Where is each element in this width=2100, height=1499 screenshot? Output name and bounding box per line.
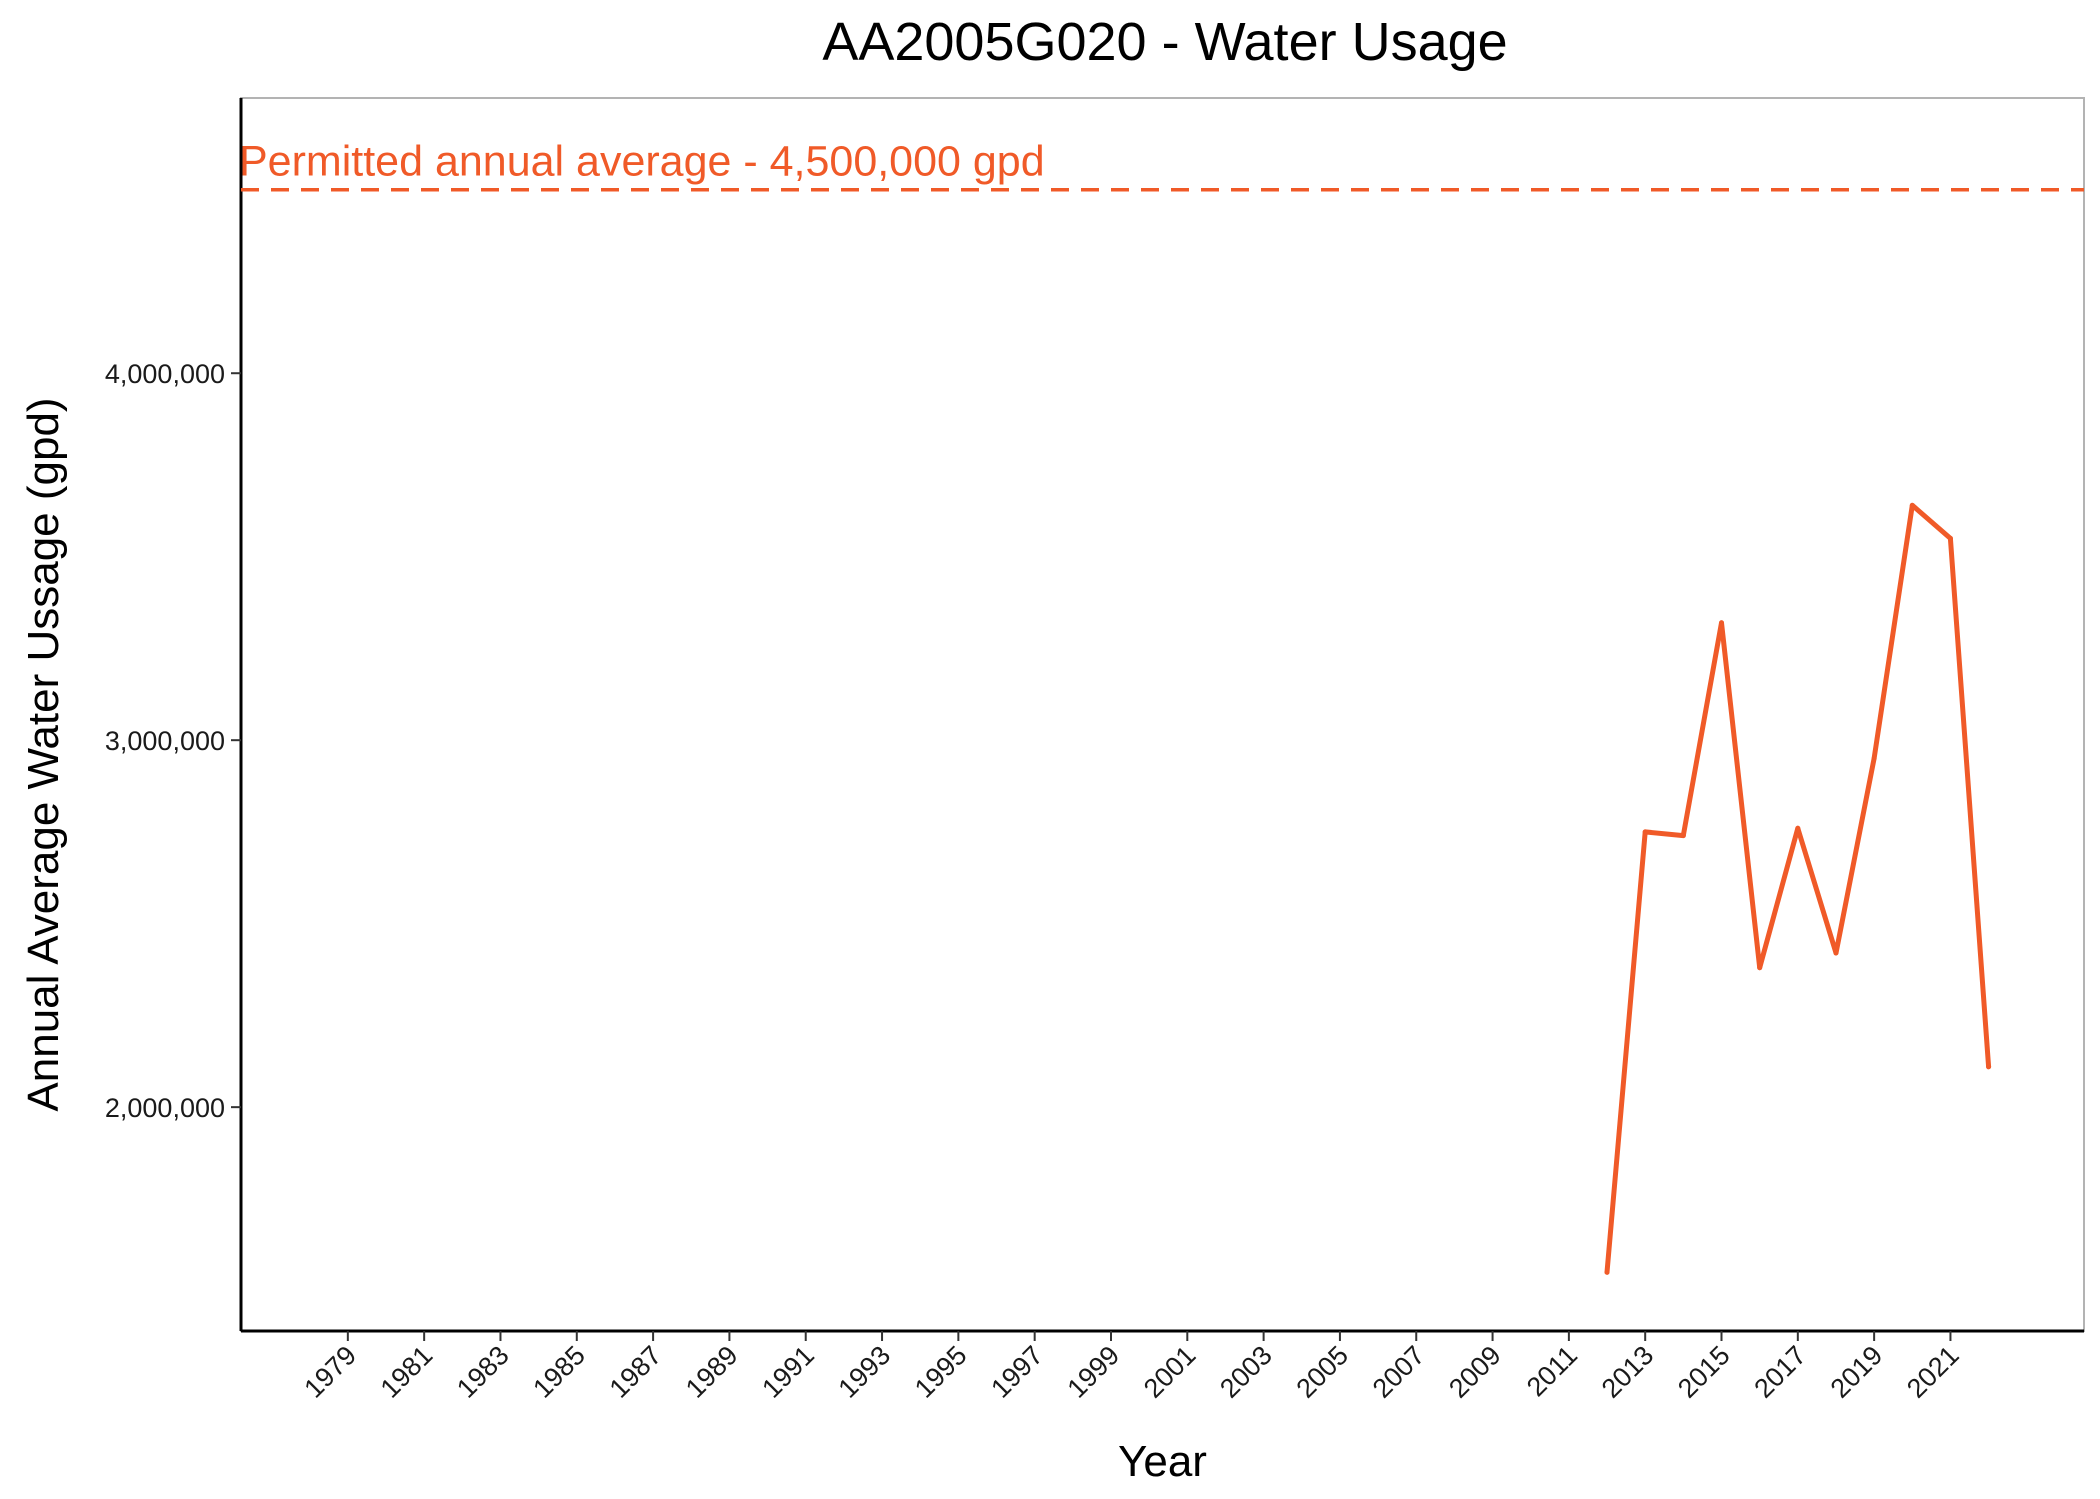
x-tick-label: 2015	[1672, 1340, 1736, 1404]
y-tick-label: 4,000,000	[105, 359, 225, 389]
x-tick-label: 1981	[375, 1340, 439, 1404]
x-tick-label: 2017	[1748, 1340, 1812, 1404]
permitted-limit-label: Permitted annual average - 4,500,000 gpd	[239, 138, 1045, 186]
water-usage-line	[1604, 502, 1992, 1275]
y-axis-ticks: 2,000,000 3,000,000 4,000,000	[105, 359, 241, 1123]
data-point	[1757, 965, 1763, 971]
x-tick-label: 1987	[604, 1340, 668, 1404]
data-point	[1947, 535, 1953, 541]
x-tick-label: 1999	[1062, 1340, 1126, 1404]
x-tick-label: 2005	[1290, 1340, 1354, 1404]
x-tick-label: 1991	[756, 1340, 820, 1404]
x-tick-label: 1993	[833, 1340, 897, 1404]
data-point	[1986, 1064, 1992, 1070]
x-tick-label: 2007	[1367, 1340, 1431, 1404]
y-tick-label: 3,000,000	[105, 726, 225, 756]
data-point	[1871, 756, 1877, 762]
x-axis-ticks: 1979 1981 1983 1985 1987 1989 1991 1993 1995 1997…	[298, 1331, 1965, 1404]
data-point	[1909, 502, 1915, 508]
data-point	[1833, 950, 1839, 956]
x-tick-label: 2013	[1596, 1340, 1660, 1404]
data-point	[1604, 1269, 1610, 1275]
x-tick-label: 1989	[680, 1340, 744, 1404]
data-point	[1719, 620, 1725, 626]
y-tick-label: 2,000,000	[105, 1093, 225, 1123]
chart-title: AA2005G020 - Water Usage	[822, 12, 1507, 72]
x-tick-label: 2003	[1214, 1340, 1278, 1404]
x-tick-label: 2011	[1521, 1340, 1583, 1402]
plot-border	[240, 97, 2085, 1332]
x-tick-label: 1997	[985, 1340, 1049, 1404]
x-tick-label: 2009	[1443, 1340, 1507, 1404]
x-tick-label: 2001	[1138, 1340, 1202, 1404]
x-tick-label: 2019	[1825, 1340, 1889, 1404]
x-tick-label: 2021	[1901, 1340, 1965, 1404]
x-tick-label: 1995	[909, 1340, 973, 1404]
data-point	[1795, 825, 1801, 831]
water-usage-points	[1604, 502, 1992, 1275]
y-axis-label: Annual Average Water Ussage (gpd)	[19, 397, 68, 1111]
x-tick-label: 1983	[451, 1340, 515, 1404]
x-axis-label: Year	[1118, 1437, 1207, 1486]
x-tick-label: 1979	[298, 1340, 362, 1404]
x-tick-label: 1985	[527, 1340, 591, 1404]
data-point	[1680, 833, 1686, 839]
data-point	[1642, 829, 1648, 835]
